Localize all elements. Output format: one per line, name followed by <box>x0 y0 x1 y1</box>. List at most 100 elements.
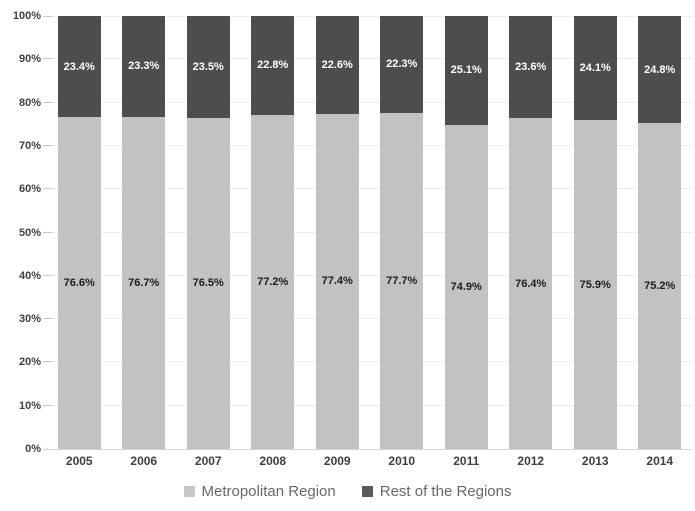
stacked-bar-2014: 24.8% 75.2% <box>638 16 682 449</box>
segment-metropolitan-region-2010: 77.7% <box>380 112 424 449</box>
bar-slot-2012: 23.6% 76.4% <box>499 16 564 449</box>
gridline-50 <box>43 232 692 233</box>
y-axis-tick-label-70: 70% <box>18 140 41 152</box>
plot-area: 23.4% 76.6% 23.3% 76.7% 23.5% 76.5% 22.8% 77.2%… <box>43 16 693 450</box>
tick-mark-40 <box>43 275 52 276</box>
stacked-bar-2012: 23.6% 76.4% <box>509 16 553 449</box>
data-label-rest-of-the-regions-2006: 23.3% <box>128 60 160 73</box>
data-label-metropolitan-region-2009: 77.4% <box>321 275 353 288</box>
stacked-bar-2009: 22.6% 77.4% <box>315 16 359 449</box>
data-label-metropolitan-region-2012: 76.4% <box>515 277 547 290</box>
tick-mark-70 <box>43 145 52 146</box>
segment-metropolitan-region-2011: 74.9% <box>444 124 488 449</box>
stacked-bar-2006: 23.3% 76.7% <box>122 16 166 449</box>
y-axis-tick-label-0: 0% <box>25 443 41 455</box>
data-label-rest-of-the-regions-2005: 23.4% <box>63 60 95 73</box>
bar-slot-2008: 22.8% 77.2% <box>241 16 306 449</box>
y-axis-tick-label-40: 40% <box>18 270 41 282</box>
tick-mark-50 <box>43 232 52 233</box>
stacked-bar-2008: 22.8% 77.2% <box>251 16 295 449</box>
bar-slot-2010: 22.3% 77.7% <box>370 16 435 449</box>
x-axis-label-2010: 2010 <box>388 454 416 468</box>
x-axis-label-2013: 2013 <box>581 454 609 468</box>
data-label-rest-of-the-regions-2009: 22.6% <box>321 58 353 71</box>
x-axis-line <box>43 449 692 450</box>
data-label-rest-of-the-regions-2008: 22.8% <box>257 59 289 72</box>
segment-rest-of-the-regions-2014: 24.8% <box>638 16 682 124</box>
gridline-30 <box>43 318 692 319</box>
data-label-rest-of-the-regions-2007: 23.5% <box>192 60 224 73</box>
data-label-rest-of-the-regions-2014: 24.8% <box>644 63 676 76</box>
y-axis-tick-label-50: 50% <box>18 227 41 239</box>
segment-metropolitan-region-2014: 75.2% <box>638 123 682 449</box>
segment-rest-of-the-regions-2010: 22.3% <box>380 16 424 113</box>
legend-label: Metropolitan Region <box>201 482 336 500</box>
bar-slot-2013: 24.1% 75.9% <box>563 16 628 449</box>
segment-rest-of-the-regions-2008: 22.8% <box>251 16 295 115</box>
data-label-rest-of-the-regions-2010: 22.3% <box>386 58 418 71</box>
segment-rest-of-the-regions-2013: 24.1% <box>573 16 617 121</box>
segment-metropolitan-region-2009: 77.4% <box>315 113 359 449</box>
bar-slot-2014: 24.8% 75.2% <box>628 16 693 449</box>
data-label-metropolitan-region-2005: 76.6% <box>63 277 95 290</box>
segment-metropolitan-region-2013: 75.9% <box>573 120 617 449</box>
x-axis-label-2008: 2008 <box>259 454 287 468</box>
bar-slot-2005: 23.4% 76.6% <box>47 16 112 449</box>
segment-rest-of-the-regions-2009: 22.6% <box>315 16 359 114</box>
segment-metropolitan-region-2007: 76.5% <box>186 117 230 449</box>
tick-mark-80 <box>43 102 52 103</box>
data-label-metropolitan-region-2008: 77.2% <box>257 275 289 288</box>
data-label-metropolitan-region-2013: 75.9% <box>579 278 611 291</box>
data-label-rest-of-the-regions-2011: 25.1% <box>450 64 482 77</box>
stacked-bar-2005: 23.4% 76.6% <box>57 16 101 449</box>
y-axis-tick-label-20: 20% <box>18 356 41 368</box>
y-axis-labels: 0% 10% 20% 30% 40% 50% 60% 70% 80% 90% 100% <box>0 10 41 455</box>
segment-rest-of-the-regions-2006: 23.3% <box>122 16 166 117</box>
gridline-80 <box>43 102 692 103</box>
segment-rest-of-the-regions-2005: 23.4% <box>57 16 101 118</box>
segment-rest-of-the-regions-2011: 25.1% <box>444 16 488 125</box>
data-label-metropolitan-region-2011: 74.9% <box>450 280 482 293</box>
segment-metropolitan-region-2006: 76.7% <box>122 116 166 449</box>
x-axis-label-2007: 2007 <box>194 454 222 468</box>
x-axis-label-2014: 2014 <box>646 454 674 468</box>
stacked-bar-2013: 24.1% 75.9% <box>573 16 617 449</box>
bar-slot-2011: 25.1% 74.9% <box>434 16 499 449</box>
legend-label: Rest of the Regions <box>379 482 512 500</box>
x-axis-label-2005: 2005 <box>65 454 93 468</box>
tick-mark-10 <box>43 405 52 406</box>
data-label-rest-of-the-regions-2012: 23.6% <box>515 61 547 74</box>
gridline-100 <box>43 16 692 17</box>
data-label-metropolitan-region-2014: 75.2% <box>644 280 676 293</box>
gridline-90 <box>43 58 692 59</box>
tick-mark-60 <box>43 188 52 189</box>
stacked-bar-2010: 22.3% 77.7% <box>380 16 424 449</box>
legend-swatch-icon <box>361 485 373 497</box>
y-axis-tick-label-10: 10% <box>18 400 41 412</box>
gridline-60 <box>43 188 692 189</box>
y-axis-tick-label-100: 100% <box>12 10 41 22</box>
tick-mark-30 <box>43 318 52 319</box>
data-label-metropolitan-region-2006: 76.7% <box>128 276 160 289</box>
x-axis-label-2006: 2006 <box>130 454 158 468</box>
x-axis-label-2009: 2009 <box>323 454 351 468</box>
data-label-rest-of-the-regions-2013: 24.1% <box>579 62 611 75</box>
segment-rest-of-the-regions-2007: 23.5% <box>186 16 230 118</box>
bar-slot-2007: 23.5% 76.5% <box>176 16 241 449</box>
segment-metropolitan-region-2008: 77.2% <box>251 114 295 449</box>
data-label-metropolitan-region-2007: 76.5% <box>192 277 224 290</box>
y-axis-tick-label-60: 60% <box>18 183 41 195</box>
segment-metropolitan-region-2005: 76.6% <box>57 117 101 449</box>
legend-swatch-icon <box>183 485 195 497</box>
x-axis-label-2011: 2011 <box>453 454 480 468</box>
gridline-40 <box>43 275 692 276</box>
legend-item-metropolitan-region: Metropolitan Region <box>183 482 336 500</box>
x-axis-labels: 2005 2006 2007 2008 2009 2010 2011 2012 2013 2014 <box>47 454 692 474</box>
y-axis-tick-label-30: 30% <box>18 313 41 325</box>
y-axis-tick-label-90: 90% <box>18 53 41 65</box>
tick-mark-90 <box>43 58 52 59</box>
x-axis-label-2012: 2012 <box>517 454 545 468</box>
segment-rest-of-the-regions-2012: 23.6% <box>509 16 553 119</box>
tick-mark-100 <box>43 16 52 17</box>
